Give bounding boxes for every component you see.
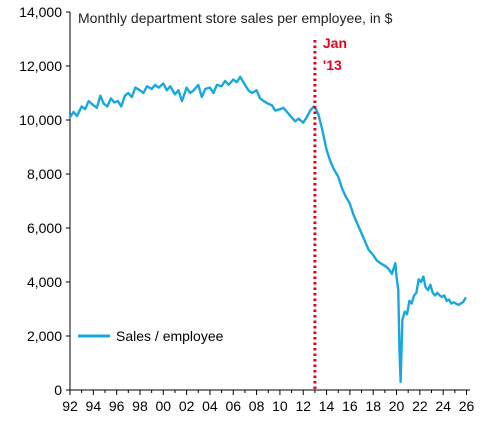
annotation-label: Jan	[323, 35, 347, 51]
x-tick-label: 92	[62, 398, 78, 414]
x-tick-label: 22	[412, 398, 428, 414]
x-tick-label: 02	[179, 398, 195, 414]
y-tick-label: 12,000	[19, 58, 62, 74]
chart-title: Monthly department store sales per emplo…	[78, 10, 393, 26]
x-tick-label: 06	[225, 398, 241, 414]
x-tick-label: 18	[365, 398, 381, 414]
x-tick-label: 10	[272, 398, 288, 414]
legend-label: Sales / employee	[116, 328, 224, 344]
y-tick-label: 4,000	[27, 274, 62, 290]
y-tick-label: 14,000	[19, 4, 62, 20]
x-tick-label: 08	[249, 398, 265, 414]
y-tick-label: 10,000	[19, 112, 62, 128]
x-axis: 92 94 96 98 00 02 04 06 08 10 12 14 16 18 20 22 24 26	[62, 389, 475, 414]
annotation-label: '13	[323, 57, 342, 73]
x-tick-label: 96	[109, 398, 125, 414]
y-tick-label: 0	[54, 382, 62, 398]
legend: Sales / employee	[78, 328, 224, 344]
x-tick-label: 20	[389, 398, 405, 414]
x-tick-label: 24	[435, 398, 451, 414]
x-tick-label: 04	[202, 398, 218, 414]
annotation-layer: Jan '13	[313, 35, 347, 390]
y-axis: 0 2,000 4,000 6,000 8,000 10,000 12,000 14,000	[19, 4, 71, 398]
y-tick-label: 8,000	[27, 166, 62, 182]
x-tick-label: 26	[459, 398, 475, 414]
y-tick-label: 6,000	[27, 220, 62, 236]
y-tick-label: 2,000	[27, 328, 62, 344]
x-tick-label: 16	[342, 398, 358, 414]
x-tick-label: 12	[295, 398, 311, 414]
x-tick-label: 94	[86, 398, 102, 414]
series-layer	[68, 75, 467, 384]
series-line	[68, 75, 467, 384]
x-tick-label: 00	[156, 398, 172, 414]
x-tick-label: 14	[319, 398, 335, 414]
x-tick-label: 98	[132, 398, 148, 414]
